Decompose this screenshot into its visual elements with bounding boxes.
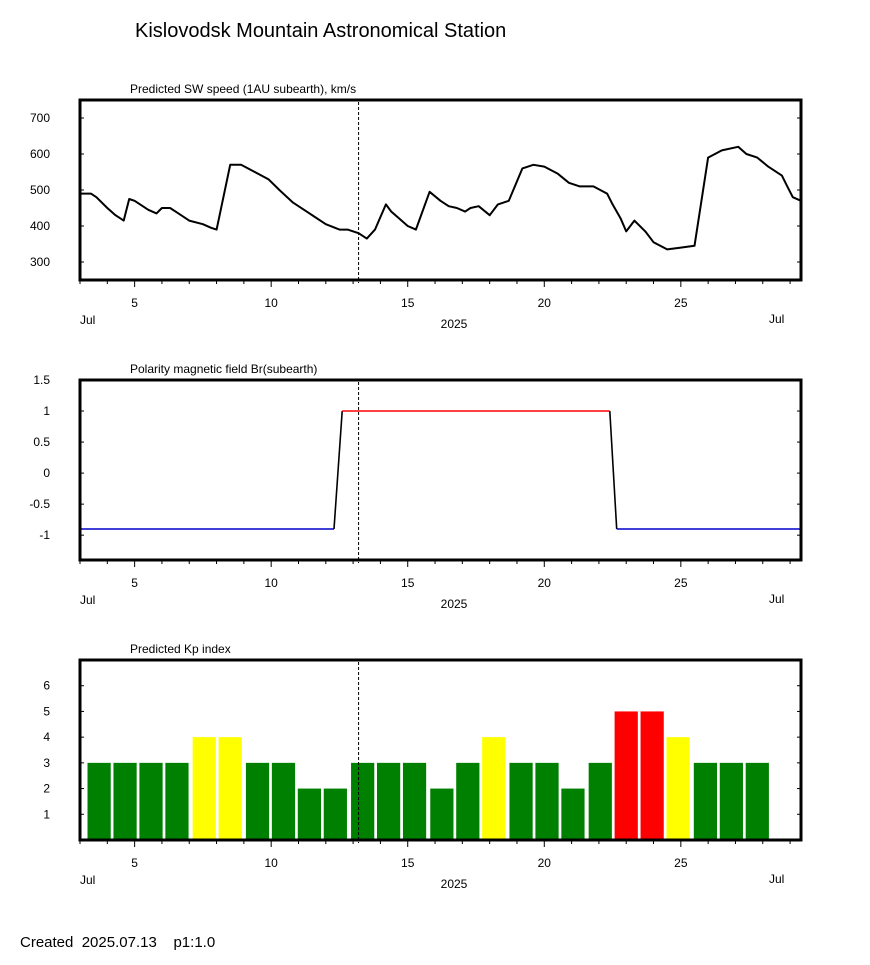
y-tick-label: 400 [30, 219, 50, 233]
x-tick-label: 20 [538, 856, 552, 870]
y-tick-label: 700 [30, 111, 50, 125]
y-tick-label: 1 [43, 807, 50, 821]
kp-bar [87, 762, 111, 840]
kp-bar [192, 737, 216, 840]
x-tick-label: 25 [674, 296, 688, 310]
x-month-label-start: Jul [80, 593, 95, 607]
x-tick-label: 25 [674, 856, 688, 870]
kp-bar [377, 762, 401, 840]
x-tick-label: 10 [264, 856, 278, 870]
y-tick-label: 6 [43, 679, 50, 693]
plot-frame [78, 98, 803, 282]
kp-bar [561, 788, 585, 840]
x-tick-label: 15 [401, 296, 415, 310]
x-tick-label: 5 [131, 856, 138, 870]
y-tick-label: 1 [43, 404, 50, 418]
page-title: Kislovodsk Mountain Astronomical Station [135, 20, 507, 42]
y-tick-label: 2 [43, 782, 50, 796]
footer: Created 2025.07.13 p1:1.0 [20, 934, 215, 951]
y-tick-label: 500 [30, 183, 50, 197]
kp-bar [588, 762, 612, 840]
kp-bar [113, 762, 137, 840]
chart-panel-2: Polarity magnetic field Br(subearth) -1 -0… [29, 362, 803, 611]
y-tick-label: 5 [43, 704, 50, 718]
page-indicator: p1:1.0 [173, 934, 216, 951]
x-tick-label: 15 [401, 856, 415, 870]
x-tick-label: 20 [538, 576, 552, 590]
panel-title: Polarity magnetic field Br(subearth) [130, 362, 317, 376]
y-tick-label: -0.5 [29, 497, 50, 511]
y-tick-label: 1.5 [33, 373, 50, 387]
kp-bar [719, 762, 743, 840]
y-tick-label: 0 [43, 466, 50, 480]
x-tick-label: 10 [264, 296, 278, 310]
kp-bar [614, 711, 638, 840]
x-tick-label: 5 [131, 576, 138, 590]
y-tick-label: 0.5 [33, 435, 50, 449]
kp-bar [456, 762, 480, 840]
kp-bar [482, 737, 506, 840]
created-label: Created [20, 934, 74, 951]
x-tick-label: 20 [538, 296, 552, 310]
kp-bar [666, 737, 690, 840]
x-month-label-end: Jul [769, 312, 784, 326]
kp-bar [218, 737, 242, 840]
y-tick-label: 3 [43, 756, 50, 770]
kp-bar [745, 762, 769, 840]
y-tick-label: 4 [43, 730, 50, 744]
kp-bar [323, 788, 347, 840]
polarity-line-transition [609, 410, 618, 530]
polarity-line-transition [333, 410, 343, 530]
x-axis-year-label: 2025 [441, 317, 468, 331]
panel-title: Predicted SW speed (1AU subearth), km/s [130, 82, 356, 96]
panel-title: Predicted Kp index [130, 642, 231, 656]
chart-panel-1: Predicted SW speed (1AU subearth), km/s 3… [30, 82, 803, 331]
x-month-label-end: Jul [769, 872, 784, 886]
y-tick-label: -1 [39, 528, 50, 542]
x-tick-label: 25 [674, 576, 688, 590]
x-tick-label: 5 [131, 296, 138, 310]
x-month-label-start: Jul [80, 873, 95, 887]
plot-frame [78, 658, 803, 842]
sw-speed-line [80, 145, 802, 251]
y-tick-label: 300 [30, 255, 50, 269]
x-axis-year-label: 2025 [441, 597, 468, 611]
x-tick-label: 10 [264, 576, 278, 590]
x-tick-label: 15 [401, 576, 415, 590]
plot-frame [78, 378, 803, 562]
kp-bar [402, 762, 427, 840]
kp-bar [430, 788, 454, 840]
kp-bar [245, 762, 270, 840]
created-date: 2025.07.13 [81, 934, 157, 951]
kp-bar [640, 711, 664, 840]
kp-bar [693, 762, 718, 840]
kp-bar [509, 762, 533, 840]
kp-bar [271, 762, 296, 840]
kp-bar [139, 762, 163, 840]
kp-bar [297, 788, 322, 840]
kp-bar [165, 762, 189, 840]
x-month-label-start: Jul [80, 313, 95, 327]
x-axis-year-label: 2025 [441, 877, 468, 891]
x-month-label-end: Jul [769, 592, 784, 606]
kp-bar [351, 762, 375, 840]
y-tick-label: 600 [30, 147, 50, 161]
kp-bar [535, 762, 559, 840]
